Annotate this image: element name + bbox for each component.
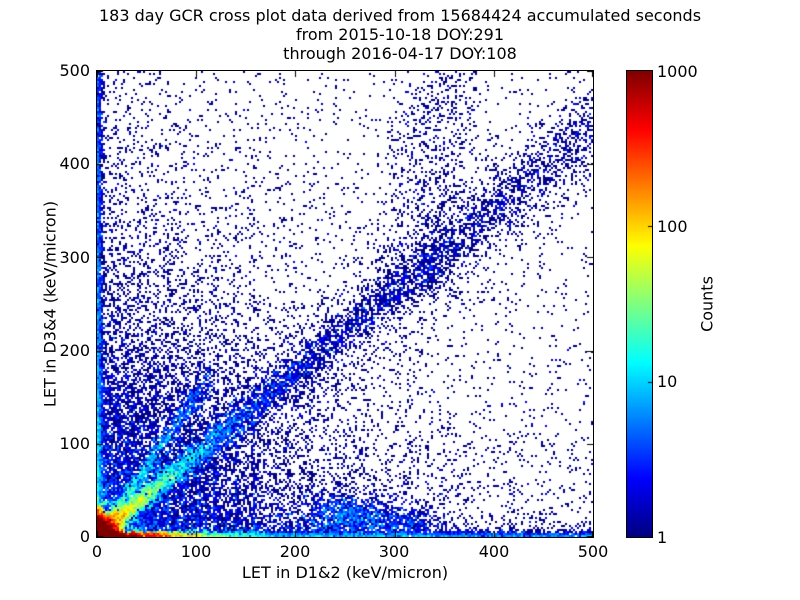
plot-area: [96, 70, 594, 538]
title-line-3: through 2016-04-17 DOY:108: [283, 44, 517, 63]
x-tick-0: 0: [91, 542, 103, 561]
colorbar: [626, 70, 653, 538]
x-tick-300: 300: [378, 542, 410, 561]
x-axis-label: LET in D1&2 (keV/micron): [241, 563, 449, 582]
y-tick-500: 500: [59, 61, 90, 80]
colorbar-label: Counts: [697, 276, 717, 332]
scatter-canvas: [97, 71, 593, 537]
y-tick-100: 100: [59, 434, 90, 453]
chart-title: 183 day GCR cross plot data derived from…: [0, 6, 800, 63]
x-tick-100: 100: [180, 542, 212, 561]
colorbar-canvas: [627, 71, 652, 537]
x-tick-500: 500: [577, 542, 609, 561]
y-tick-300: 300: [59, 248, 90, 267]
y-tick-200: 200: [59, 341, 90, 360]
y-tick-400: 400: [59, 154, 90, 173]
colorbar-tick-1: 1: [657, 528, 668, 547]
title-line-1: 183 day GCR cross plot data derived from…: [98, 6, 702, 25]
colorbar-tick-1000: 1000: [657, 62, 698, 81]
x-tick-400: 400: [478, 542, 510, 561]
colorbar-tick-100: 100: [657, 217, 688, 236]
y-tick-0: 0: [79, 527, 90, 546]
title-line-2: from 2015-10-18 DOY:291: [295, 25, 504, 44]
colorbar-tick-10: 10: [657, 372, 678, 391]
y-axis-label: LET in D3&4 (keV/micron): [40, 200, 60, 408]
x-tick-200: 200: [279, 542, 311, 561]
